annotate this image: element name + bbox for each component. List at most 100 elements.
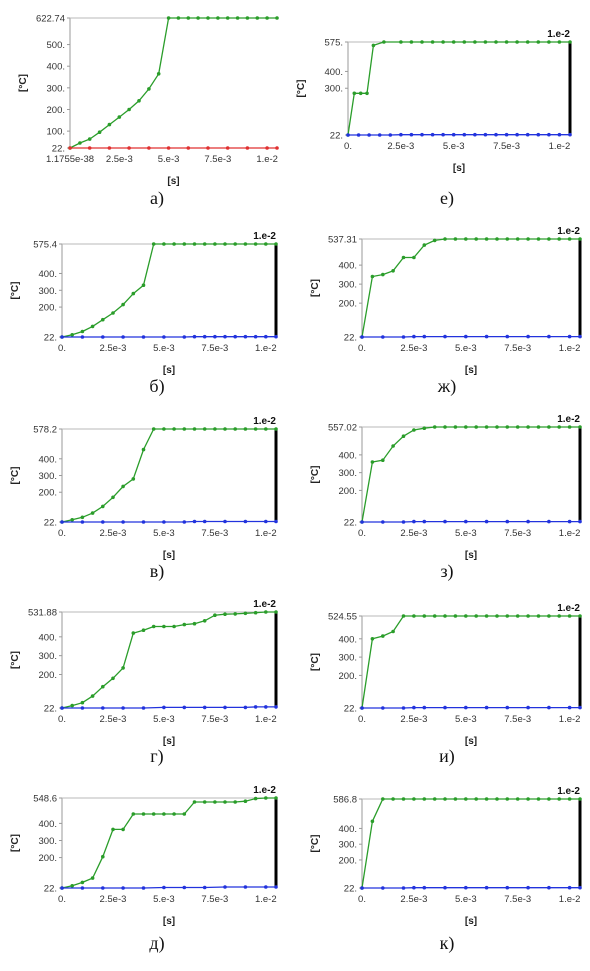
data-point-blue	[412, 705, 416, 710]
y-tick-label: 22.	[44, 333, 57, 344]
data-point-green	[253, 427, 258, 431]
x-tick-label: 2.5e-3	[400, 894, 427, 905]
y-tick-label: 200.	[39, 488, 58, 499]
data-point-green	[151, 812, 156, 816]
data-point-green	[243, 611, 248, 616]
data-point-green	[547, 425, 551, 429]
data-point-green	[381, 458, 385, 462]
data-point-green	[358, 91, 363, 96]
data-point-blue	[567, 885, 572, 890]
data-point-green	[111, 495, 115, 500]
data-point-green	[131, 477, 136, 481]
data-point-green	[182, 622, 187, 627]
data-point-blue	[182, 885, 187, 890]
y-axis-label: [°C]	[10, 651, 21, 669]
data-point-green	[78, 141, 82, 145]
data-point-green	[202, 619, 207, 623]
data-point-green	[216, 16, 220, 20]
data-point-blue	[360, 520, 364, 524]
x-tick-label: 7.5e-3	[504, 894, 531, 905]
data-point-blue	[420, 132, 424, 137]
x-tick-label: 0.	[58, 528, 66, 539]
data-point-green	[371, 43, 376, 48]
chart-panel-6: 557.02 400. 300. 200. 22.0. 2.5e-3 5.e-3 7.5e-3…	[310, 414, 582, 561]
data-point-green	[70, 703, 74, 708]
data-point-green	[97, 130, 102, 134]
data-point-blue	[547, 885, 551, 890]
x-tick-label: 7.5e-3	[493, 141, 520, 152]
data-point-green	[391, 444, 395, 448]
series-line-green	[61, 243, 276, 338]
y-tick-label: 400.	[339, 261, 358, 272]
data-point-blue	[381, 706, 385, 710]
data-point-blue	[243, 705, 248, 710]
y-tick-label: 200.	[339, 855, 358, 866]
data-point-green	[147, 87, 151, 91]
data-point-blue	[473, 132, 477, 137]
y-tick-label: 400.	[47, 62, 66, 73]
data-point-green	[245, 16, 250, 20]
x-axis-label: [s]	[465, 736, 477, 747]
y-tick-label: 524.55	[328, 612, 357, 623]
y-tick-label: 22.	[44, 884, 57, 895]
data-point-green	[202, 800, 207, 804]
data-point-blue	[443, 334, 447, 339]
data-point-green	[495, 237, 499, 241]
data-point-green	[557, 237, 561, 241]
x-tick-label: 7.5e-3	[201, 343, 228, 354]
data-point-green	[568, 40, 572, 44]
data-point-green	[223, 800, 227, 804]
data-point-green	[255, 16, 260, 20]
x-tick-label: 1.e-2	[559, 528, 581, 539]
panel-caption: е)	[440, 188, 454, 208]
data-point-blue	[101, 706, 105, 710]
data-point-blue	[202, 705, 207, 710]
y-tick-label: 300.	[339, 653, 358, 664]
y-tick-label: 300.	[47, 83, 66, 94]
data-point-green	[526, 425, 530, 429]
panel-caption: ж)	[437, 376, 457, 396]
data-point-blue	[483, 132, 488, 137]
data-point-blue	[223, 519, 227, 524]
data-point-blue	[141, 886, 146, 890]
data-point-green	[578, 614, 582, 618]
data-point-blue	[274, 885, 278, 889]
data-point-blue	[360, 706, 364, 710]
data-point-green	[536, 40, 541, 44]
data-point-green	[505, 614, 510, 618]
data-point-green	[151, 242, 156, 246]
data-point-blue	[526, 705, 530, 710]
data-point-blue	[422, 334, 427, 339]
data-point-blue	[80, 520, 85, 524]
data-point-blue	[213, 334, 217, 339]
x-axis-label: [s]	[163, 550, 175, 561]
data-point-green	[453, 425, 458, 429]
x-tick-label: 2.5e-3	[387, 141, 414, 152]
series-line-green	[361, 238, 580, 338]
data-point-green	[453, 797, 458, 801]
y-tick-label: 300.	[39, 286, 58, 297]
data-point-green	[401, 797, 406, 801]
data-point-green	[474, 425, 478, 429]
data-point-green	[182, 427, 187, 431]
y-tick-label: 200.	[39, 670, 58, 681]
data-point-green	[253, 610, 258, 615]
y-tick-label: 400.	[339, 634, 358, 645]
x-tick-label: 2.5e-3	[99, 714, 126, 725]
data-point-green	[352, 91, 357, 96]
data-point-green	[484, 237, 489, 241]
chart-panel-5: 578.2 400. 300. 200. 22.0. 2.5e-3 5.e-3 7.5e-3 1…	[10, 416, 278, 561]
data-point-blue	[401, 520, 406, 524]
data-point-green	[557, 797, 561, 801]
data-point-green	[162, 624, 166, 629]
data-point-blue	[381, 520, 385, 524]
data-point-green	[495, 425, 499, 429]
data-point-green	[401, 255, 406, 260]
data-point-green	[151, 427, 156, 431]
data-point-green	[547, 40, 551, 44]
panel-caption: б)	[149, 376, 165, 396]
x-tick-label: 5.e-3	[455, 894, 477, 905]
data-point-green	[547, 614, 551, 618]
data-point-blue	[202, 519, 207, 524]
data-point-blue	[346, 133, 350, 137]
